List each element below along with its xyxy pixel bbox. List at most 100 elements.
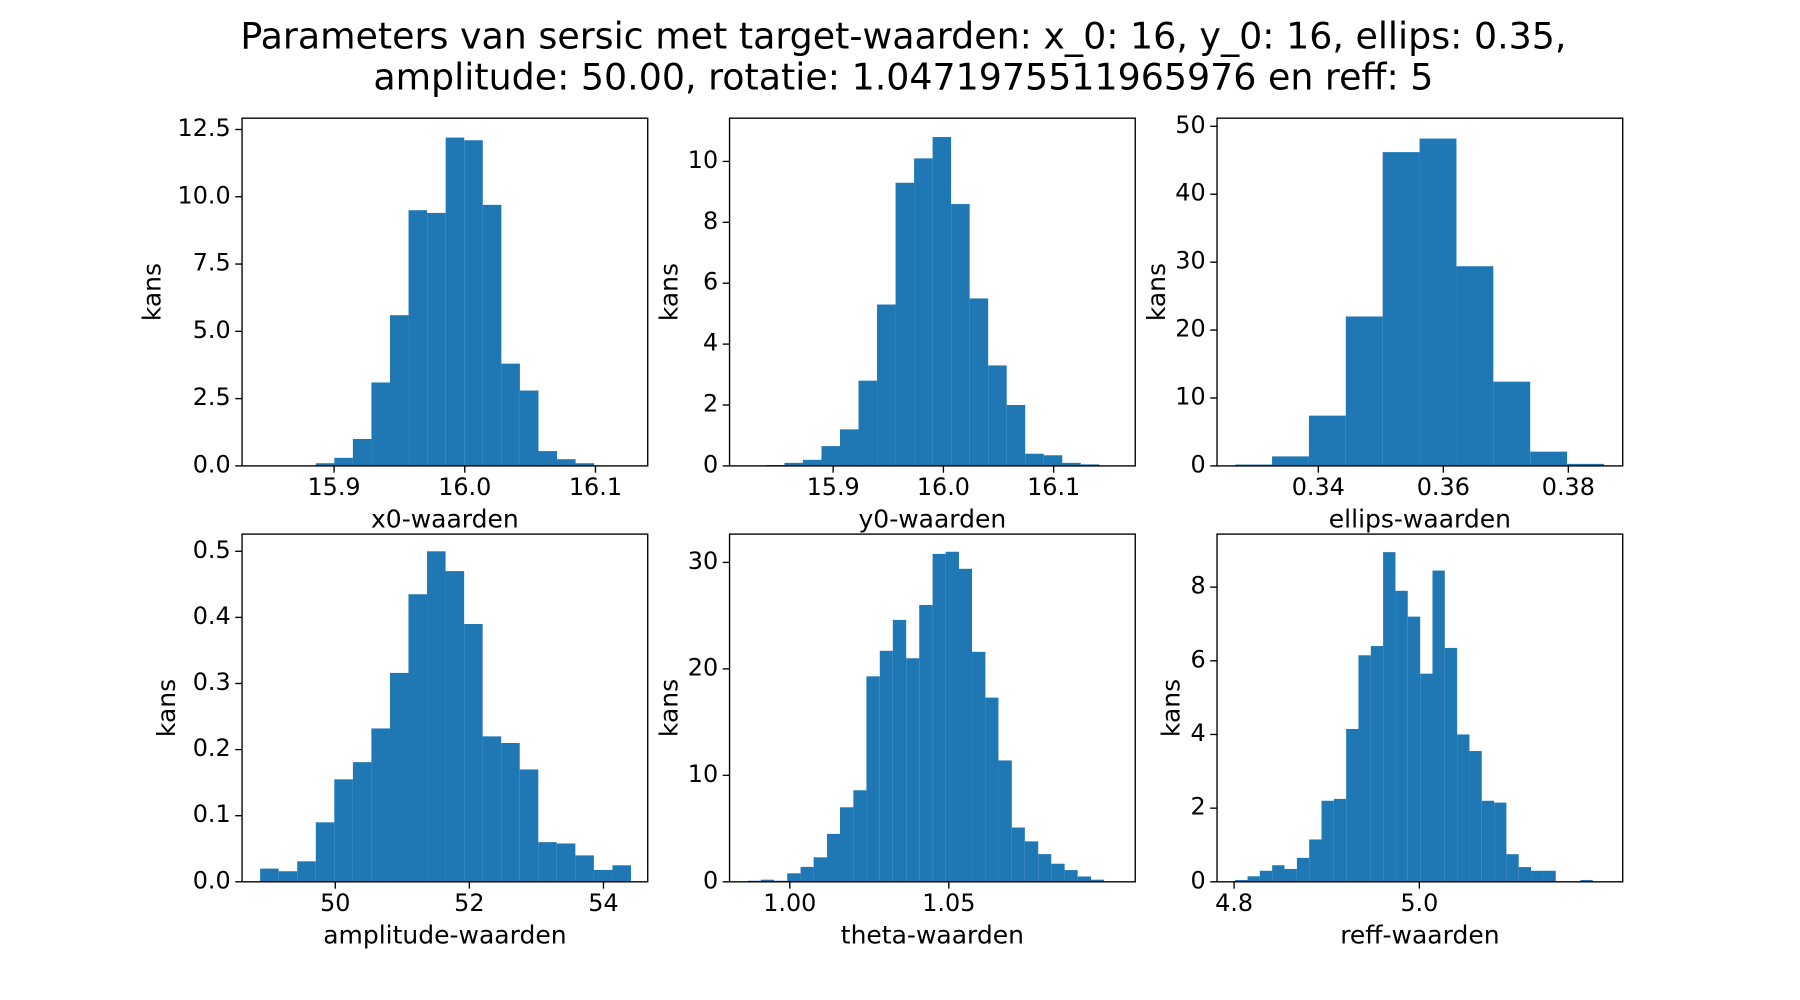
bar [538,451,558,466]
bar [1091,879,1105,882]
bar [371,382,390,466]
y-tick-label: 20 [1175,315,1205,343]
y-tick-label: 0.2 [193,734,231,762]
x-tick-label: 1.00 [763,889,816,917]
bar [969,298,989,466]
bar [1308,415,1346,466]
bar [1456,266,1494,466]
bar [800,866,814,882]
y-tick-label: 20 [688,653,718,681]
bar [1321,800,1334,882]
bar [557,459,576,466]
bar [427,212,446,466]
y-tick-label: 0.1 [193,800,231,828]
x-tick-label: 0.38 [1542,473,1595,501]
bar [1333,798,1347,882]
y-tick-label: 8 [1190,572,1205,600]
bar [389,672,409,882]
bar [802,459,822,466]
bar [1024,841,1039,882]
bar [1309,839,1322,882]
y-tick-label: 0.0 [193,866,231,894]
bar [389,315,409,466]
bar [315,822,335,882]
bar [932,137,952,466]
y-tick-label: 0.3 [193,668,231,696]
bar [877,304,896,466]
x-tick-label: 1.05 [922,889,975,917]
bar [840,429,859,466]
axes-frame [728,533,1136,883]
bar [1259,870,1273,882]
bar [813,857,827,882]
bar [315,463,335,466]
bar [998,760,1012,882]
bar [1235,879,1248,882]
bar [464,140,483,466]
bar [919,604,933,882]
bar [858,380,878,466]
bar [1432,570,1445,882]
bar [879,650,893,882]
bar [945,551,959,882]
bar [821,446,841,466]
bar [1518,867,1532,882]
x-axis-label: amplitude-waarden [323,920,566,949]
y-tick-label: 0.5 [193,536,231,564]
x-axis-label: ellips-waarden [1329,504,1511,533]
x-tick-label: 15.9 [807,473,860,501]
bar [906,658,920,882]
bar [371,728,390,882]
y-axis-label: kans [654,679,683,737]
x-axis-label: reff-waarden [1340,920,1499,949]
y-tick-label: 2 [703,390,718,418]
x-axis-label: theta-waarden [841,920,1024,949]
y-axis-label: kans [152,679,181,737]
bar [297,861,316,882]
bar [575,463,595,466]
bar [1530,451,1568,466]
y-tick-label: 10 [1175,382,1205,410]
bar [892,619,907,882]
y-tick-label: 10.0 [178,181,231,209]
bar [985,697,999,882]
axes-frame [241,117,649,467]
bar [1043,455,1063,466]
bar [958,568,973,882]
bar [1444,647,1458,882]
y-tick-label: 6 [703,268,718,296]
bar [593,869,613,882]
bar [519,390,539,466]
y-tick-label: 50 [1175,111,1205,139]
y-tick-label: 0 [703,450,718,478]
bar [1272,865,1285,882]
bar [334,779,353,882]
bar [1543,870,1556,882]
y-axis-label: kans [654,263,683,321]
y-tick-label: 8 [703,207,718,235]
figure-title: Parameters van sersic met target-waarden… [240,15,1566,58]
bar [1062,462,1081,466]
y-axis-label: kans [1157,679,1186,737]
x-tick-label: 4.8 [1215,889,1253,917]
bar [1346,728,1359,882]
bar [1011,827,1025,882]
bar [1382,152,1420,466]
bar [914,158,933,466]
bar [575,855,594,882]
y-tick-label: 6 [1190,645,1205,673]
bar [556,843,576,882]
y-axis-label: kans [1142,263,1171,321]
bar [1006,405,1026,466]
y-tick-label: 4 [1190,719,1205,747]
bar [1038,854,1052,882]
x-tick-label: 0.34 [1292,473,1345,501]
axes-frame [1216,117,1624,467]
y-tick-label: 2.5 [193,383,231,411]
bar [408,594,428,882]
bar [1025,453,1044,466]
bar [464,623,483,882]
x-tick-label: 16.1 [1027,473,1080,501]
